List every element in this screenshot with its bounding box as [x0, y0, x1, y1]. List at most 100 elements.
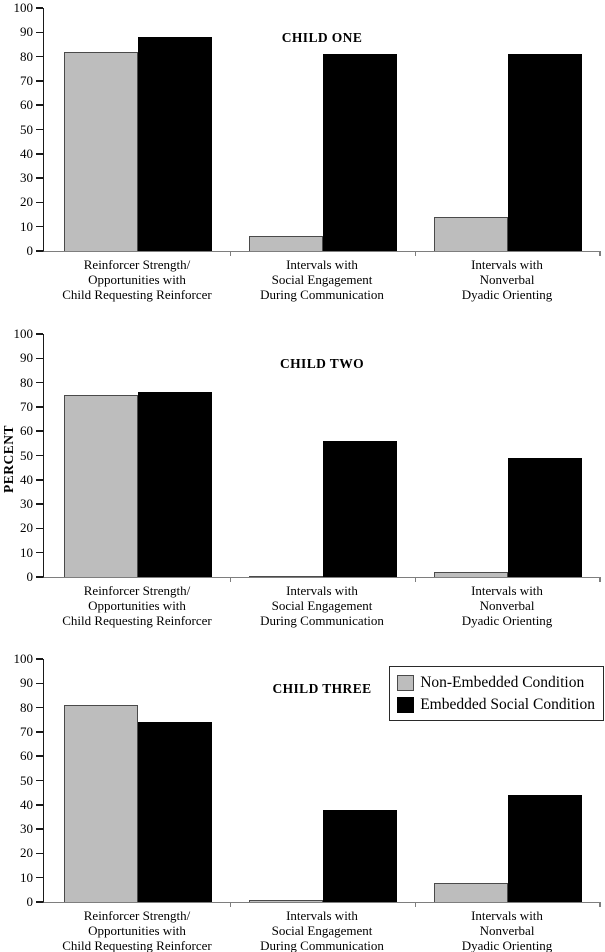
- y-tick-label: 70: [20, 72, 33, 88]
- y-axis-tick: [36, 731, 43, 733]
- x-category-label: Intervals with Nonverbal Dyadic Orienting: [461, 257, 553, 302]
- bar-non-embedded: [64, 51, 138, 251]
- y-axis-tick: [36, 682, 43, 685]
- chart-panel-3: CHILD THREE Non-Embedded Condition Embedde…: [0, 651, 605, 952]
- bar-embedded: [323, 809, 397, 902]
- x-axis-tick: [599, 577, 601, 582]
- y-tick-label: 60: [20, 748, 33, 764]
- y-tick-label: 20: [20, 520, 33, 536]
- y-axis-tick: [36, 804, 43, 806]
- y-axis-tick: [36, 852, 43, 855]
- y-axis-tick: [36, 7, 43, 9]
- y-tick-label: 10: [20, 544, 33, 560]
- y-tick-label: 70: [20, 723, 33, 739]
- bar-non-embedded: [249, 575, 323, 577]
- bar-embedded: [138, 37, 212, 251]
- y-axis-tick: [36, 80, 43, 82]
- y-axis-tick: [36, 755, 43, 757]
- legend-label: Non-Embedded Condition: [420, 674, 585, 691]
- y-tick-label: 0: [26, 894, 34, 909]
- y-axis-tick: [36, 381, 43, 384]
- legend-item: Non-Embedded Condition: [397, 674, 595, 691]
- y-tick-label: 0: [26, 569, 34, 584]
- x-category-label: Reinforcer Strength/Opportunities with Ch…: [62, 908, 212, 952]
- y-tick-label: 100: [13, 0, 34, 15]
- y-tick-label: 60: [20, 423, 33, 439]
- x-category-label: Intervals with Nonverbal Dyadic Orienting: [461, 908, 553, 952]
- y-tick-label: 90: [20, 675, 33, 691]
- chart-panel-2: CHILD TWO 0 10 20 30 40 50 60 70 80 90 100 Reinforce…: [0, 326, 605, 629]
- y-tick-label: 80: [20, 48, 33, 64]
- y-axis-tick: [36, 177, 43, 179]
- plot-area: CHILD ONE: [43, 8, 601, 256]
- y-axis-tick: [36, 128, 43, 131]
- bar-embedded: [508, 795, 582, 902]
- y-tick-label: 30: [20, 496, 33, 512]
- bar-non-embedded: [64, 705, 138, 902]
- y-tick-label: 10: [20, 218, 33, 234]
- y-tick-label: 100: [13, 651, 34, 666]
- y-tick-label: 50: [20, 447, 33, 463]
- y-tick-label: 40: [20, 471, 33, 487]
- bar-embedded: [323, 440, 397, 577]
- legend-swatch-embedded: [397, 696, 415, 713]
- x-category-label: Reinforcer Strength/Opportunities with Ch…: [62, 583, 212, 628]
- y-axis-tick: [36, 201, 43, 204]
- y-axis-tick: [36, 153, 43, 155]
- bar-non-embedded: [249, 236, 323, 251]
- y-tick-label: 90: [20, 350, 33, 366]
- bar-non-embedded: [434, 882, 508, 902]
- x-axis-tick: [414, 577, 417, 582]
- plot-area: CHILD THREE Non-Embedded Condition Embedde…: [43, 659, 604, 907]
- y-tick-label: 40: [20, 796, 33, 812]
- y-axis-tick: [36, 454, 43, 457]
- x-axis-tick: [229, 902, 232, 907]
- x-category-label: Reinforcer Strength/Opportunities with Ch…: [62, 257, 212, 302]
- panel-title: CHILD ONE: [281, 30, 363, 45]
- legend-swatch-non-embedded: [397, 674, 415, 691]
- legend-label: Embedded Social Condition: [420, 696, 595, 713]
- bar-non-embedded: [249, 899, 323, 902]
- y-axis-tick: [36, 779, 43, 782]
- y-axis-tick: [36, 55, 43, 58]
- y-axis-tick: [36, 551, 43, 554]
- y-axis-tick: [36, 876, 43, 879]
- chart-panel-1: CHILD ONE 0 10 20 30 40 50 60 70 80 90 100 Reinforce…: [0, 0, 605, 303]
- x-category-label: Intervals with Social Engagement During Co…: [260, 908, 384, 952]
- bar-non-embedded: [434, 572, 508, 577]
- y-axis-tick: [36, 479, 43, 481]
- y-axis-tick: [36, 31, 43, 34]
- y-tick-label: 50: [20, 772, 33, 788]
- y-tick-label: 80: [20, 374, 33, 390]
- plot-area: CHILD TWO: [43, 334, 601, 582]
- x-axis-tick: [414, 251, 417, 256]
- x-category-label: Intervals with Social Engagement During Co…: [260, 257, 384, 302]
- y-tick-label: 80: [20, 699, 33, 715]
- y-tick-label: 0: [26, 243, 34, 258]
- y-axis-tick: [36, 333, 43, 335]
- bar-non-embedded: [64, 394, 138, 577]
- y-tick-label: 90: [20, 24, 33, 40]
- x-category-label: Intervals with Nonverbal Dyadic Orienting: [461, 583, 553, 628]
- x-axis-tick: [229, 577, 232, 582]
- y-tick-label: 100: [13, 326, 34, 341]
- panel-title: CHILD THREE: [272, 681, 372, 696]
- y-axis-tick: [36, 430, 43, 432]
- y-axis-tick: [36, 576, 43, 578]
- x-axis-tick: [599, 251, 601, 256]
- legend: Non-Embedded Condition Embedded Social Co…: [389, 666, 604, 721]
- y-tick-label: 40: [20, 145, 33, 161]
- y-tick-label: 10: [20, 869, 33, 885]
- bar-embedded: [323, 54, 397, 251]
- legend-item: Embedded Social Condition: [397, 696, 595, 713]
- x-axis-tick: [414, 902, 417, 907]
- y-tick-label: 30: [20, 170, 33, 186]
- x-axis-tick: [229, 251, 232, 256]
- y-axis-tick: [36, 706, 43, 709]
- y-axis-tick: [36, 250, 43, 252]
- y-axis-tick: [36, 527, 43, 530]
- y-tick-label: 20: [20, 845, 33, 861]
- y-axis-tick: [36, 357, 43, 360]
- y-axis-tick: [36, 503, 43, 505]
